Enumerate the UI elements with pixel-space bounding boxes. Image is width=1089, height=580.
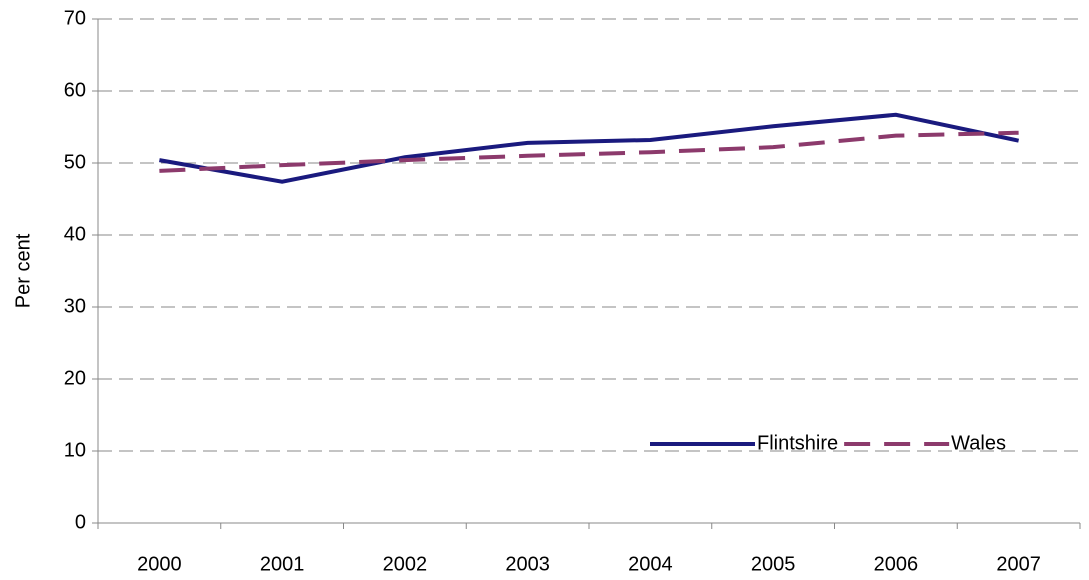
legend-label: Flintshire [757,432,838,454]
x-tick-label: 2003 [505,553,550,575]
y-tick-label: 70 [64,7,86,29]
x-tick-label: 2007 [996,553,1041,575]
series-line [159,112,1020,184]
y-axis-label: Per cent [12,233,34,308]
y-tick-label: 60 [64,79,86,101]
y-tick-label: 10 [64,439,86,461]
y-tick-label: 50 [64,151,86,173]
y-tick-label: 30 [64,295,86,317]
y-tick-label: 20 [64,367,86,389]
x-tick-label: 2004 [628,553,673,575]
x-tick-label: 2001 [260,553,305,575]
x-tick-label: 2005 [751,553,796,575]
x-tick-label: 2006 [874,553,919,575]
legend-label: Wales [951,432,1006,454]
series-line [159,130,1019,173]
y-tick-label: 0 [75,511,86,533]
x-tick-label: 2002 [383,553,428,575]
x-tick-label: 2000 [137,553,182,575]
y-tick-label: 40 [64,223,86,245]
